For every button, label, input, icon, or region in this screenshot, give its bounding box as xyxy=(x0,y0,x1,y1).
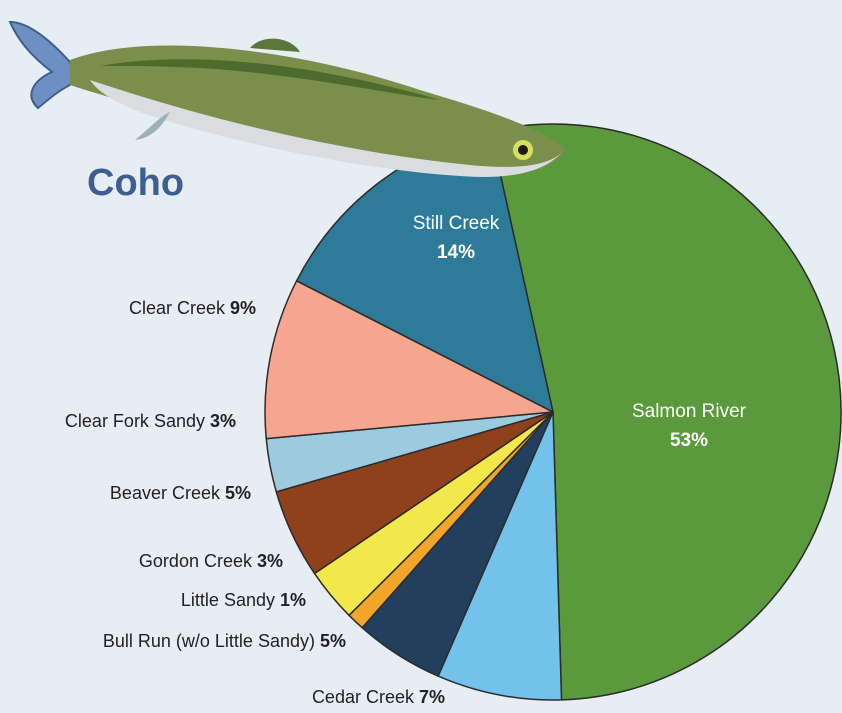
chart-title: Coho xyxy=(87,162,184,204)
slice-value-beaver-creek: 5% xyxy=(225,483,251,503)
slice-label-still-creek: Still Creek xyxy=(413,213,500,234)
coho-salmon-illustration xyxy=(8,20,565,177)
slice-label-gordon-creek: Gordon Creek 3% xyxy=(139,551,283,571)
slice-label-bull-run-w-o-little-sandy: Bull Run (w/o Little Sandy) 5% xyxy=(103,631,346,651)
slice-value-bull-run-w-o-little-sandy: 5% xyxy=(320,631,346,651)
pie-slice-salmon-river xyxy=(489,123,842,701)
slice-value-still-creek: 14% xyxy=(437,242,475,263)
slice-label-cedar-creek: Cedar Creek 7% xyxy=(312,687,445,707)
slice-value-clear-creek: 9% xyxy=(230,298,256,318)
pie-slices xyxy=(264,123,842,701)
slice-labels: Salmon River 53% Cedar Creek 7% Bull Run (w… xyxy=(65,213,747,707)
slice-value-gordon-creek: 3% xyxy=(257,551,283,571)
pie-slice-cedar-creek xyxy=(437,411,563,701)
slice-value-salmon-river: 53% xyxy=(670,430,708,451)
slice-label-clear-creek: Clear Creek 9% xyxy=(129,298,256,318)
slice-value-cedar-creek: 7% xyxy=(419,687,445,707)
slice-label-little-sandy: Little Sandy 1% xyxy=(181,590,306,610)
slice-label-beaver-creek: Beaver Creek 5% xyxy=(110,483,251,503)
slice-value-little-sandy: 1% xyxy=(280,590,306,610)
slice-value-clear-fork-sandy: 3% xyxy=(210,411,236,431)
pie-slice-clear-creek xyxy=(264,280,554,440)
slice-label-clear-fork-sandy: Clear Fork Sandy 3% xyxy=(65,411,236,431)
slice-label-salmon-river: Salmon River xyxy=(632,401,747,422)
